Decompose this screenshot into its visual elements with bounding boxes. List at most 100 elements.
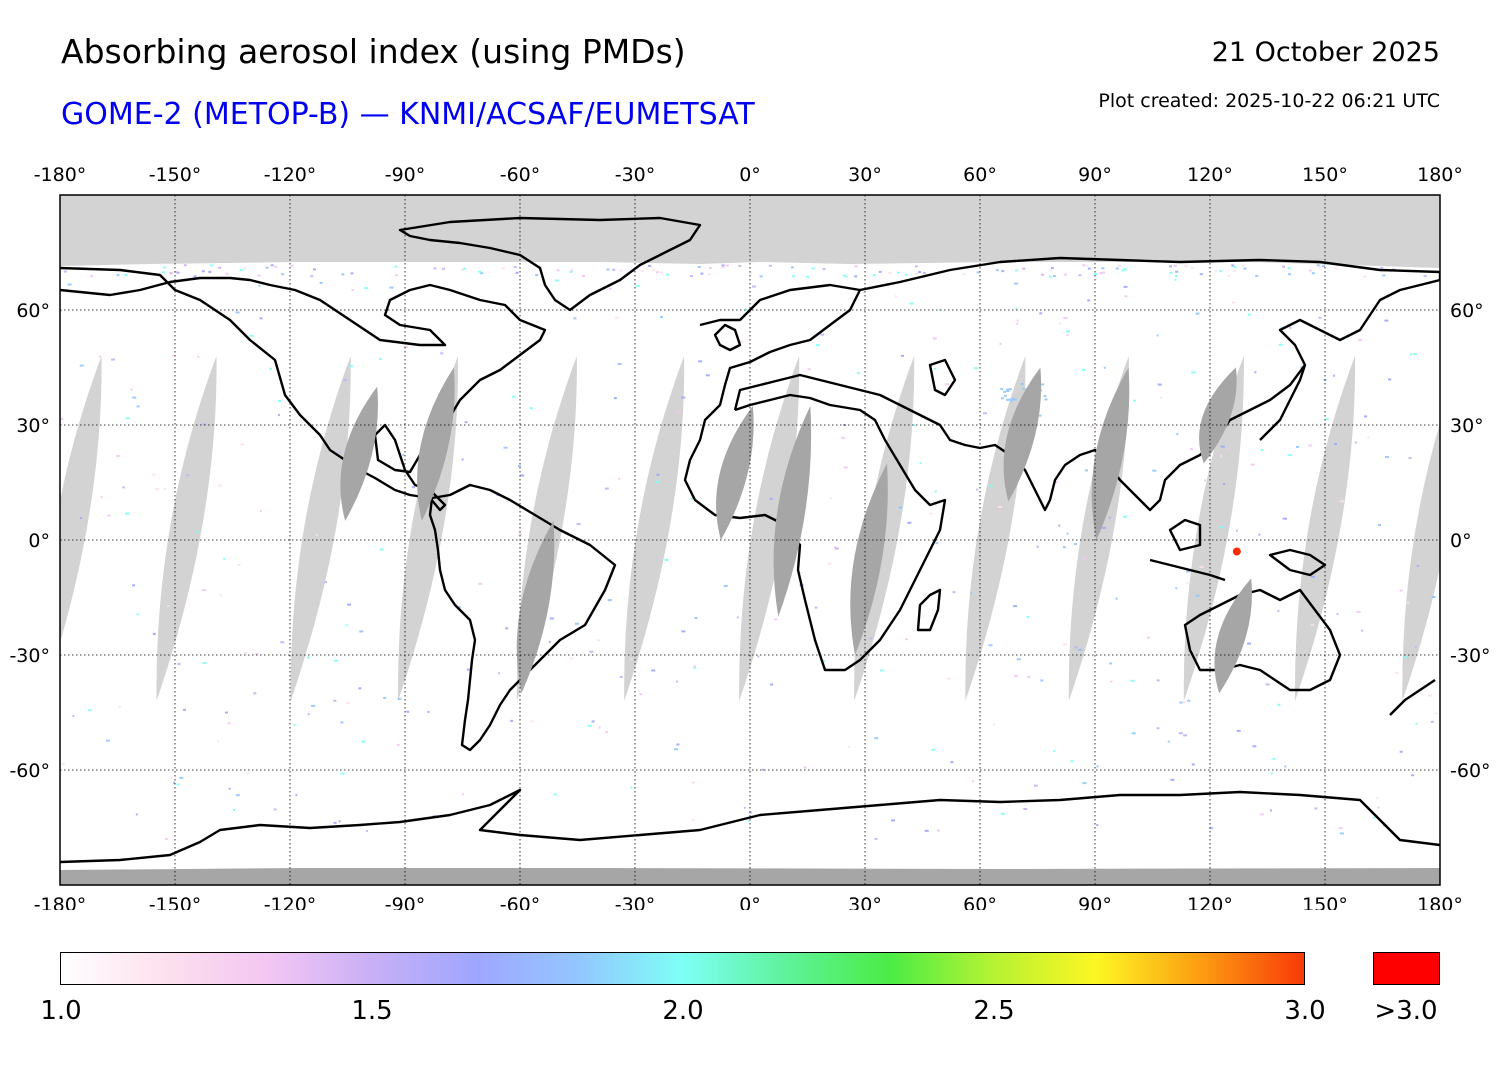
- aerosol-pixel: [132, 396, 137, 399]
- aerosol-pixel: [350, 272, 354, 275]
- colorbar-tick-label: 3.0: [1284, 996, 1326, 1026]
- aerosol-pixel: [152, 632, 156, 635]
- aerosol-pixel: [396, 743, 400, 746]
- aerosol-pixel: [1173, 264, 1177, 267]
- aerosol-pixel: [995, 269, 999, 272]
- aerosol-pixel: [774, 618, 778, 621]
- aerosol-pixel: [834, 547, 839, 550]
- aerosol-pixel: [1411, 774, 1415, 777]
- aerosol-pixel: [79, 364, 84, 367]
- aerosol-pixel: [1169, 265, 1173, 268]
- aerosol-pixel: [319, 281, 323, 284]
- aerosol-pixel: [163, 266, 167, 269]
- aerosol-pixel: [807, 368, 811, 371]
- aerosol-pixel: [605, 731, 609, 734]
- aerosol-pixel: [1156, 679, 1160, 682]
- aerosol-pixel: [90, 275, 94, 278]
- aerosol-pixel: [277, 399, 281, 402]
- aerosol-pixel: [233, 808, 236, 811]
- aerosol-pixel: [1010, 399, 1014, 402]
- aerosol-pixel: [1014, 282, 1019, 285]
- aerosol-pixel: [1284, 765, 1287, 768]
- aerosol-pixel: [1169, 271, 1173, 274]
- aerosol-pixel: [253, 692, 257, 695]
- aerosol-pixel: [258, 284, 261, 287]
- lon-tick-label: -180°: [34, 894, 87, 910]
- aerosol-pixel: [358, 687, 362, 690]
- aerosol-pixel: [1016, 322, 1019, 325]
- aerosol-pixel: [721, 264, 725, 267]
- aerosol-pixel: [345, 702, 350, 705]
- aerosol-pixel: [569, 270, 573, 273]
- aerosol-pixel: [1123, 285, 1128, 288]
- aerosol-pixel: [929, 512, 933, 515]
- lon-tick-label: 90°: [1078, 894, 1112, 910]
- aerosol-pixel: [124, 273, 128, 276]
- lon-tick-label: 180°: [1417, 894, 1463, 910]
- aerosol-pixel: [340, 772, 345, 775]
- aerosol-pixel: [280, 641, 285, 644]
- aerosol-pixel: [466, 668, 470, 671]
- aerosol-pixel: [1102, 271, 1106, 274]
- aerosol-pixel: [1012, 397, 1016, 400]
- aerosol-pixel: [693, 665, 697, 668]
- lat-tick-label: 30°: [1450, 415, 1484, 437]
- map-frame: [59, 194, 1441, 886]
- aerosol-pixel: [1001, 270, 1005, 273]
- aerosol-pixel: [742, 768, 745, 771]
- aerosol-pixel: [803, 766, 807, 769]
- aerosol-pixel: [1376, 797, 1379, 800]
- coast-madagascar: [916, 588, 942, 632]
- aerosol-pixel: [736, 616, 739, 619]
- aerosol-pixel: [1199, 565, 1204, 568]
- aerosol-pixel: [1063, 316, 1068, 319]
- aerosol-pixel: [397, 697, 402, 700]
- aerosol-pixel: [366, 829, 369, 832]
- aerosol-pixel: [619, 675, 623, 678]
- aerosol-pixel: [1339, 500, 1344, 503]
- aerosol-pixel: [1124, 295, 1128, 298]
- aerosol-pixel: [1394, 671, 1399, 674]
- aerosol-pixel: [843, 466, 848, 469]
- aerosol-pixel: [1203, 479, 1206, 482]
- aerosol-pixel: [721, 266, 725, 269]
- aerosol-pixel: [690, 275, 694, 278]
- coast-japan: [1259, 364, 1307, 441]
- aerosol-pixel: [933, 367, 936, 370]
- aerosol-pixel: [1431, 596, 1436, 599]
- aerosol-pixel: [1384, 455, 1389, 458]
- aerosol-pixel: [971, 780, 974, 783]
- aerosol-pixel: [237, 563, 241, 566]
- aerosol-pixel: [224, 711, 228, 714]
- aerosol-pixel: [922, 272, 926, 275]
- aerosol-pixel: [1231, 264, 1235, 267]
- aerosol-pixel: [660, 271, 664, 274]
- aerosol-pixel: [1332, 374, 1335, 377]
- aerosol-pixel: [1367, 436, 1370, 439]
- aerosol-pixel: [1219, 270, 1223, 273]
- aerosol-pixel: [1214, 270, 1218, 273]
- aerosol-pixel: [1250, 463, 1255, 466]
- aerosol-pixel: [295, 794, 298, 797]
- aerosol-pixel: [411, 486, 415, 489]
- aerosol-pixel: [694, 617, 698, 620]
- aerosol-pixel: [530, 720, 534, 723]
- aerosol-pixel: [240, 443, 245, 446]
- aerosol-pixel: [607, 599, 612, 602]
- aerosol-pixel: [857, 372, 861, 375]
- aerosol-pixel: [281, 273, 285, 276]
- aerosol-pixel: [176, 783, 180, 786]
- aerosol-pixel: [257, 274, 261, 277]
- aerosol-pixel: [334, 659, 339, 662]
- aerosol-pixel: [155, 488, 160, 491]
- aerosol-pixel: [1096, 824, 1099, 827]
- aerosol-pixel: [338, 820, 341, 823]
- aerosol-pixel: [535, 274, 539, 277]
- aerosol-pixel: [1082, 264, 1086, 267]
- aerosol-pixel: [1314, 807, 1318, 810]
- aerosol-pixel: [1281, 265, 1285, 268]
- aerosol-pixel: [1388, 378, 1392, 381]
- lon-tick-label: 30°: [848, 894, 882, 910]
- aerosol-pixel: [339, 450, 342, 453]
- aerosol-pixel: [79, 517, 82, 520]
